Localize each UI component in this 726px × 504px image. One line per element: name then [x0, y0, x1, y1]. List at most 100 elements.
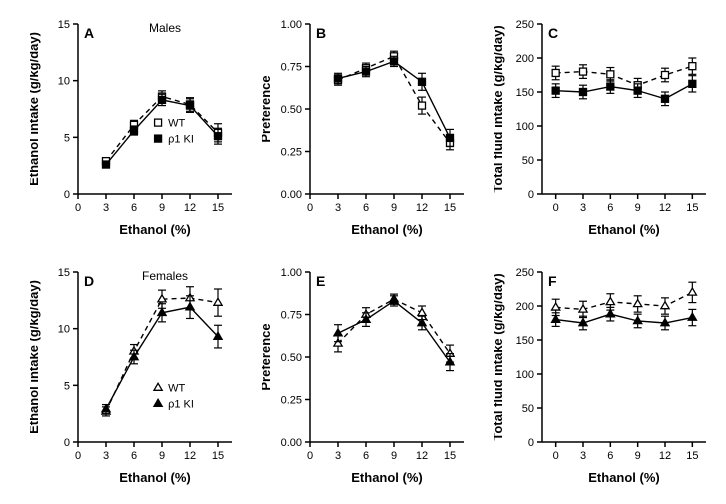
panel-E: 0 3 6 9 12 15 0.00 0.25 0.50 0.75 1.00 Ethanol (%) P…: [262, 258, 472, 488]
xtick-label: 9: [159, 450, 165, 462]
series-line: [556, 314, 693, 323]
series-line: [556, 292, 693, 309]
xtick-label: 0: [553, 202, 559, 214]
series-line: [338, 299, 450, 353]
ytick-label: 5: [64, 132, 70, 144]
ytick-label: 0: [528, 189, 534, 201]
xtick-label: 9: [391, 450, 397, 462]
ytick-label: 5: [64, 380, 70, 392]
x-axis-label: Ethanol (%): [588, 222, 660, 237]
x-axis-label: Ethanol (%): [119, 222, 191, 237]
xtick-label: 0: [75, 450, 81, 462]
y-axis-label: Total fluid intake (g/kg/day): [494, 25, 505, 192]
ytick-label: 1.00: [281, 267, 302, 279]
ytick-label: 0.00: [281, 437, 302, 449]
ytick-label: 0.50: [281, 104, 302, 116]
panel-letter: A: [84, 25, 94, 41]
xtick-label: 15: [212, 450, 224, 462]
panel-C: 03691215050100150200250Ethanol (%)Total …: [494, 10, 714, 240]
ytick-label: 200: [516, 53, 534, 65]
x-axis-label: Ethanol (%): [588, 470, 660, 485]
xtick-label: 3: [580, 202, 586, 214]
panel-A: 03691215051015Ethanol (%)Ethanol intake …: [30, 10, 240, 240]
ytick-label: 0.50: [281, 352, 302, 364]
xtick-label: 3: [335, 450, 341, 462]
ytick-label: 0.75: [281, 310, 302, 322]
xtick-label: 0: [307, 202, 313, 214]
panel-F: 03691215050100150200250Ethanol (%)Total …: [494, 258, 714, 488]
group-label: Males: [149, 21, 181, 35]
ytick-label: 15: [58, 267, 70, 279]
x-axis-label: Ethanol (%): [119, 470, 191, 485]
xtick-label: 9: [159, 202, 165, 214]
series-line: [338, 301, 450, 362]
xtick-label: 0: [307, 450, 313, 462]
ytick-label: 0: [64, 189, 70, 201]
ytick-label: 250: [516, 19, 534, 31]
x-axis-label: Ethanol (%): [351, 222, 423, 237]
ytick-label: 10: [58, 324, 70, 336]
series-line: [106, 97, 218, 162]
ytick-label: 1.00: [281, 19, 302, 31]
legend-label: WT: [168, 383, 185, 395]
xtick-label: 3: [335, 202, 341, 214]
xtick-label: 0: [553, 450, 559, 462]
xtick-label: 6: [131, 202, 137, 214]
xtick-label: 15: [444, 202, 456, 214]
ytick-label: 0: [528, 437, 534, 449]
ytick-label: 200: [516, 301, 534, 313]
series-line: [556, 84, 693, 99]
ytick-label: 0: [64, 437, 70, 449]
xtick-label: 15: [686, 450, 698, 462]
ytick-label: 0.00: [281, 189, 302, 201]
panel-letter: D: [84, 273, 94, 289]
ytick-label: 0.75: [281, 62, 302, 74]
legend-label: ρ1 KI: [168, 399, 194, 411]
xtick-label: 9: [635, 202, 641, 214]
xtick-label: 15: [686, 202, 698, 214]
xtick-label: 15: [444, 450, 456, 462]
legend-label: WT: [168, 118, 185, 130]
xtick-label: 12: [659, 450, 671, 462]
panel-letter: B: [316, 25, 326, 41]
xtick-label: 9: [635, 450, 641, 462]
y-axis-label: Preference: [262, 323, 273, 390]
figure-root: 03691215051015Ethanol (%)Ethanol intake …: [0, 0, 726, 504]
xtick-label: 0: [75, 202, 81, 214]
series-line: [556, 66, 693, 85]
xtick-label: 9: [391, 202, 397, 214]
panel-letter: C: [548, 25, 558, 41]
xtick-label: 12: [659, 202, 671, 214]
series-line: [338, 56, 450, 143]
ytick-label: 100: [516, 369, 534, 381]
series-line: [106, 100, 218, 165]
xtick-label: 12: [416, 202, 428, 214]
panel-D: 03691215051015Ethanol (%)Ethanol intake …: [30, 258, 240, 488]
panel-letter: E: [316, 273, 325, 289]
x-axis-label: Ethanol (%): [351, 470, 423, 485]
ytick-label: 150: [516, 87, 534, 99]
y-axis-label: Ethanol intake (g/kg/day): [30, 280, 41, 434]
group-label: Females: [142, 269, 188, 283]
xtick-label: 6: [363, 202, 369, 214]
xtick-label: 3: [103, 450, 109, 462]
ytick-label: 15: [58, 19, 70, 31]
xtick-label: 12: [184, 202, 196, 214]
xtick-label: 3: [580, 450, 586, 462]
panel-B: 0 3 6 9 12 15 0.00 0.25 0.50 0.75 1.00 Ethanol (%) P…: [262, 10, 472, 240]
y-axis-label: Total fluid intake (g/kg/day): [494, 273, 505, 440]
xtick-label: 12: [416, 450, 428, 462]
ytick-label: 150: [516, 335, 534, 347]
ytick-label: 10: [58, 76, 70, 88]
xtick-label: 6: [607, 450, 613, 462]
xtick-label: 6: [363, 450, 369, 462]
xtick-label: 6: [131, 450, 137, 462]
ytick-label: 50: [522, 155, 534, 167]
xtick-label: 3: [103, 202, 109, 214]
ytick-label: 0.25: [281, 147, 302, 159]
ytick-label: 250: [516, 267, 534, 279]
ytick-label: 0.25: [281, 395, 302, 407]
legend-label: ρ1 KI: [168, 134, 194, 146]
ytick-label: 50: [522, 403, 534, 415]
y-axis-label: Preference: [262, 75, 273, 142]
